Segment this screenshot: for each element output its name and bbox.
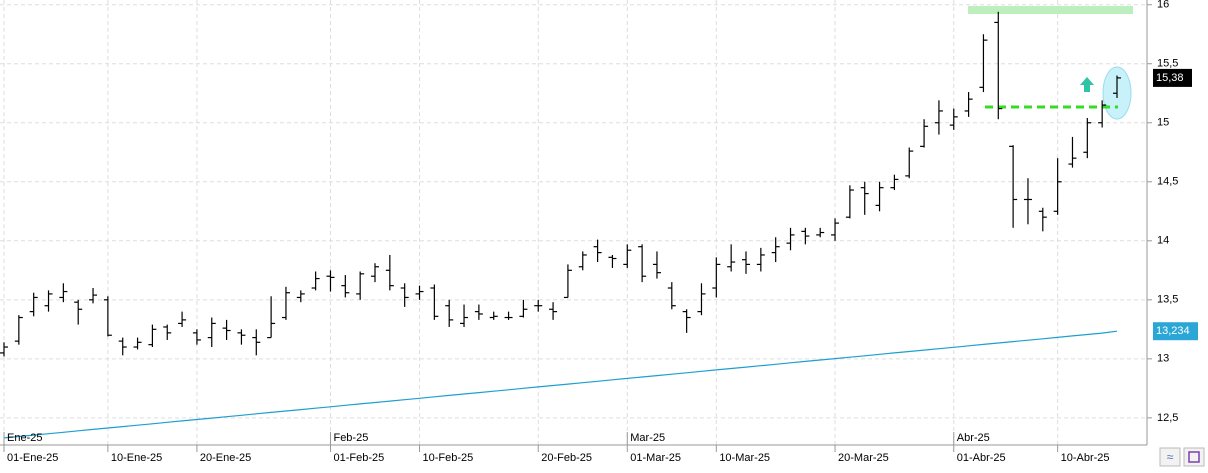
x-tick-label: 10-Feb-25 (423, 452, 474, 464)
moving-average-line (3, 330, 1118, 439)
x-tick-label: 20-Feb-25 (541, 452, 592, 464)
price-box (1153, 322, 1198, 341)
y-tick-label: 13,5 (1157, 294, 1178, 306)
y-tick-label: 14,5 (1157, 176, 1178, 188)
x-tick-label: 01-Ene-25 (7, 452, 58, 464)
x-tick-label: 01-Mar-25 (630, 452, 681, 464)
month-label: Ene-25 (7, 432, 42, 444)
x-tick-label: 10-Abr-25 (1061, 452, 1110, 464)
axes: 16 15,5 15 14,5 14 13,5 13 12,5 01-Ene-25 10-Ene-… (3, 0, 1198, 464)
y-tick-label: 12,5 (1157, 412, 1178, 424)
price-label: 13,234 (1156, 325, 1190, 337)
x-tick-label: 10-Ene-25 (111, 452, 162, 464)
month-label: Feb-25 (333, 432, 368, 444)
price-box (1153, 68, 1192, 87)
save-button[interactable] (1183, 447, 1205, 467)
plot (0, 11, 1121, 439)
y-tick-label: 16 (1157, 0, 1169, 11)
y-tick-label: 14 (1157, 235, 1169, 247)
price-label: 15,38 (1156, 72, 1184, 84)
grid (0, 0, 1147, 445)
scale-button[interactable] (1159, 447, 1181, 467)
x-tick-label: 10-Mar-25 (719, 452, 770, 464)
resistance-band (968, 6, 1133, 14)
y-tick-label: 13 (1157, 353, 1169, 365)
x-tick-label: 01-Feb-25 (333, 452, 384, 464)
up-arrow (1080, 77, 1094, 92)
x-tick-label: 01-Abr-25 (957, 452, 1006, 464)
x-tick-label: 20-Ene-25 (200, 452, 251, 464)
y-tick-label: 15,5 (1157, 58, 1178, 70)
month-label: Abr-25 (957, 432, 990, 444)
month-label: Mar-25 (630, 432, 665, 444)
save-icon[interactable] (1188, 451, 1200, 463)
y-tick-label: 15 (1157, 117, 1169, 129)
x-tick-label: 20-Mar-25 (838, 452, 889, 464)
scale-icon[interactable]: ≈ (1167, 450, 1174, 464)
